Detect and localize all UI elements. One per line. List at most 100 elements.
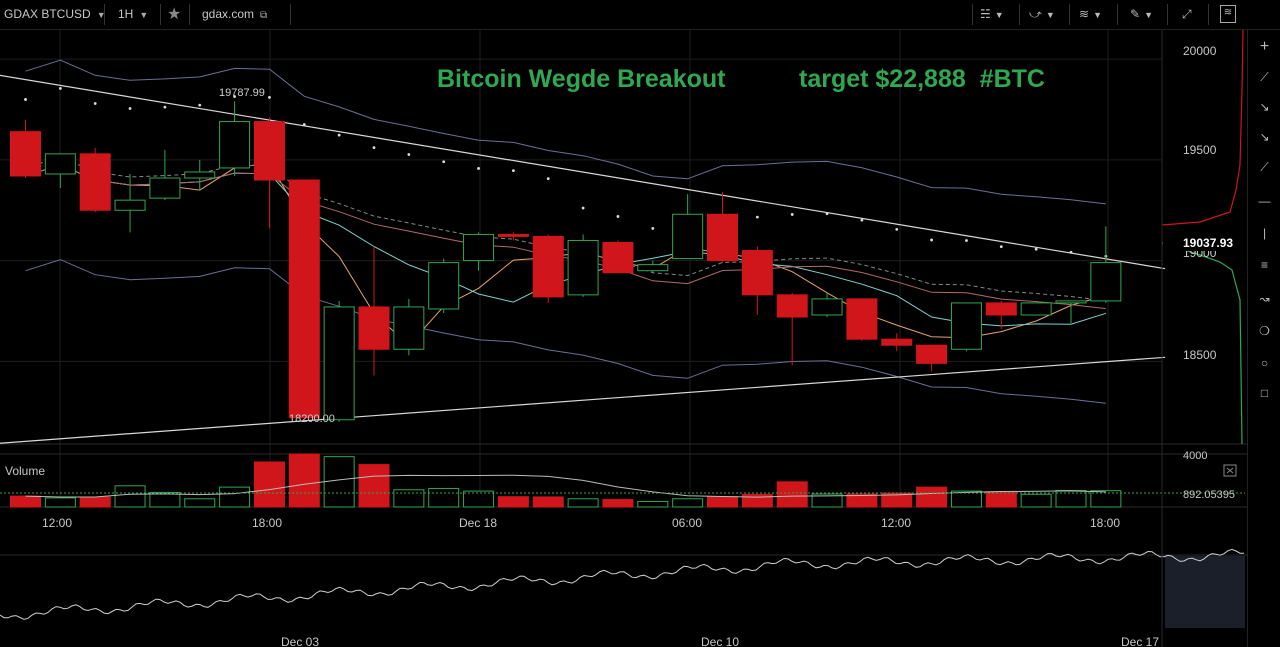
volume-bar	[1020, 493, 1052, 508]
candle-down	[776, 294, 808, 318]
volume-bar	[323, 456, 355, 508]
interval-label: 1H	[118, 7, 134, 21]
sar-dot	[895, 227, 899, 231]
sar-dot	[1034, 247, 1038, 251]
overview-tick: Dec 10	[701, 635, 739, 647]
rectangle-icon[interactable]: □	[1260, 386, 1269, 400]
arrow-icon[interactable]: ↘	[1259, 100, 1270, 114]
volume-bar	[1090, 490, 1122, 508]
source-link[interactable]: gdax.com ⧉	[202, 0, 267, 29]
volume-bar	[393, 489, 425, 508]
draw-icon[interactable]: ✎ ▼	[1130, 7, 1153, 21]
candle-up	[44, 153, 76, 175]
volume-bar	[358, 464, 390, 508]
sar-dot	[442, 160, 446, 164]
price-chart[interactable]: Bitcoin Wegde Breakout target $22,888 #B…	[0, 30, 1247, 647]
volume-bar	[497, 496, 529, 508]
sar-dot	[512, 169, 515, 173]
candle-up	[1090, 262, 1122, 302]
sar-dot	[965, 239, 968, 242]
circle-icon[interactable]: ○	[1260, 356, 1269, 370]
volume-bar	[672, 498, 704, 508]
time-tick: 12:00	[881, 516, 911, 530]
crosshair-icon[interactable]: +	[1259, 38, 1270, 55]
candle-up	[1055, 300, 1087, 304]
candle-down	[846, 298, 878, 340]
extended-line-icon[interactable]: ⟋	[1260, 160, 1269, 174]
star-icon[interactable]: ★	[167, 6, 182, 23]
ema-slow-line	[25, 164, 1106, 310]
volume-bar	[567, 498, 599, 508]
time-tick: 18:00	[1090, 516, 1120, 530]
symbol-selector[interactable]: GDAX BTCUSD ▼	[4, 0, 106, 29]
volume-bar	[428, 487, 460, 508]
ema-mid-line	[25, 164, 1107, 327]
overview-window	[1165, 556, 1245, 628]
volume-bar	[288, 453, 320, 508]
chevron-down-icon: ▼	[96, 10, 106, 20]
snapshot-icon[interactable]: ≋	[1220, 5, 1236, 23]
candle-down	[916, 344, 948, 364]
candle-down	[741, 250, 773, 296]
volume-bar	[114, 485, 146, 508]
candle-down	[288, 179, 320, 419]
compare-icon[interactable]: ⤻ ▼	[1029, 7, 1055, 21]
volume-label: Volume	[5, 464, 45, 478]
candle-down	[10, 131, 41, 177]
bars-style-icon[interactable]: ☵ ▼	[980, 7, 1004, 21]
trendline-icon[interactable]: ⟋	[1260, 70, 1269, 84]
vertical-line-icon[interactable]: |	[1262, 226, 1267, 240]
sar-dot	[546, 177, 550, 181]
overview-price-line	[0, 548, 1245, 620]
fullscreen-icon[interactable]: ⤢	[1182, 7, 1192, 21]
sar-dot	[790, 213, 794, 216]
volume-bar	[846, 493, 878, 508]
candle-up	[393, 306, 425, 350]
sar-dot	[407, 153, 411, 156]
candle-down	[985, 302, 1017, 316]
candle-up	[672, 213, 704, 260]
depth-ask-line	[1161, 30, 1244, 226]
symbol-label: GDAX BTCUSD	[4, 7, 91, 21]
volume-bar	[253, 461, 285, 508]
volume-bar	[950, 490, 982, 508]
candle-down	[79, 153, 111, 211]
candle-down	[497, 233, 529, 237]
volume-bar	[602, 499, 634, 508]
sar-dot	[755, 215, 759, 219]
price-tick: 20000	[1183, 44, 1217, 58]
interval-selector[interactable]: 1H ▼	[118, 0, 148, 29]
trendline-upper	[0, 74, 1166, 270]
sar-dot	[128, 107, 132, 110]
pitchfork-icon[interactable]: ↝	[1259, 292, 1270, 306]
volume-current-label: 892.05395	[1183, 489, 1235, 501]
close-volume-icon[interactable]	[1223, 464, 1237, 477]
candle-up	[950, 302, 982, 350]
sar-dot	[616, 215, 620, 218]
sar-dot	[651, 226, 655, 230]
overview-tick: Dec 03	[281, 635, 319, 647]
chart-headline-title: Bitcoin Wegde Breakout	[437, 65, 726, 93]
ray-icon[interactable]: ↘	[1259, 130, 1270, 144]
volume-bar	[811, 493, 843, 508]
indicators-icon[interactable]: ≋ ▼	[1079, 7, 1102, 21]
volume-bar	[184, 498, 216, 508]
parallel-channel-icon[interactable]: ≡	[1260, 258, 1268, 272]
horizontal-line-icon[interactable]: —	[1258, 194, 1271, 208]
volume-bar	[219, 486, 251, 508]
overview-tick: Dec 17	[1121, 635, 1159, 647]
sar-dot	[999, 245, 1003, 249]
candle-down	[707, 213, 738, 262]
candle-up	[1020, 302, 1052, 316]
top-toolbar: GDAX BTCUSD ▼ 1H ▼ ★ gdax.com ⧉ ☵ ▼ ⤻ ▼ ≋ ▼ ✎ ▼…	[0, 0, 1280, 30]
volume-bar	[637, 500, 669, 508]
sar-dot	[581, 206, 585, 210]
time-axis: 12:00 18:00 Dec 18 06:00 12:00 18:00	[42, 516, 1120, 530]
volume-bar	[10, 495, 41, 508]
trendline-lower	[0, 356, 1166, 444]
sar-dot	[930, 238, 933, 242]
external-link-icon: ⧉	[260, 10, 268, 21]
volume-bar	[149, 491, 181, 508]
volume-bar	[532, 496, 564, 508]
fan-icon[interactable]: ❍	[1259, 324, 1270, 338]
